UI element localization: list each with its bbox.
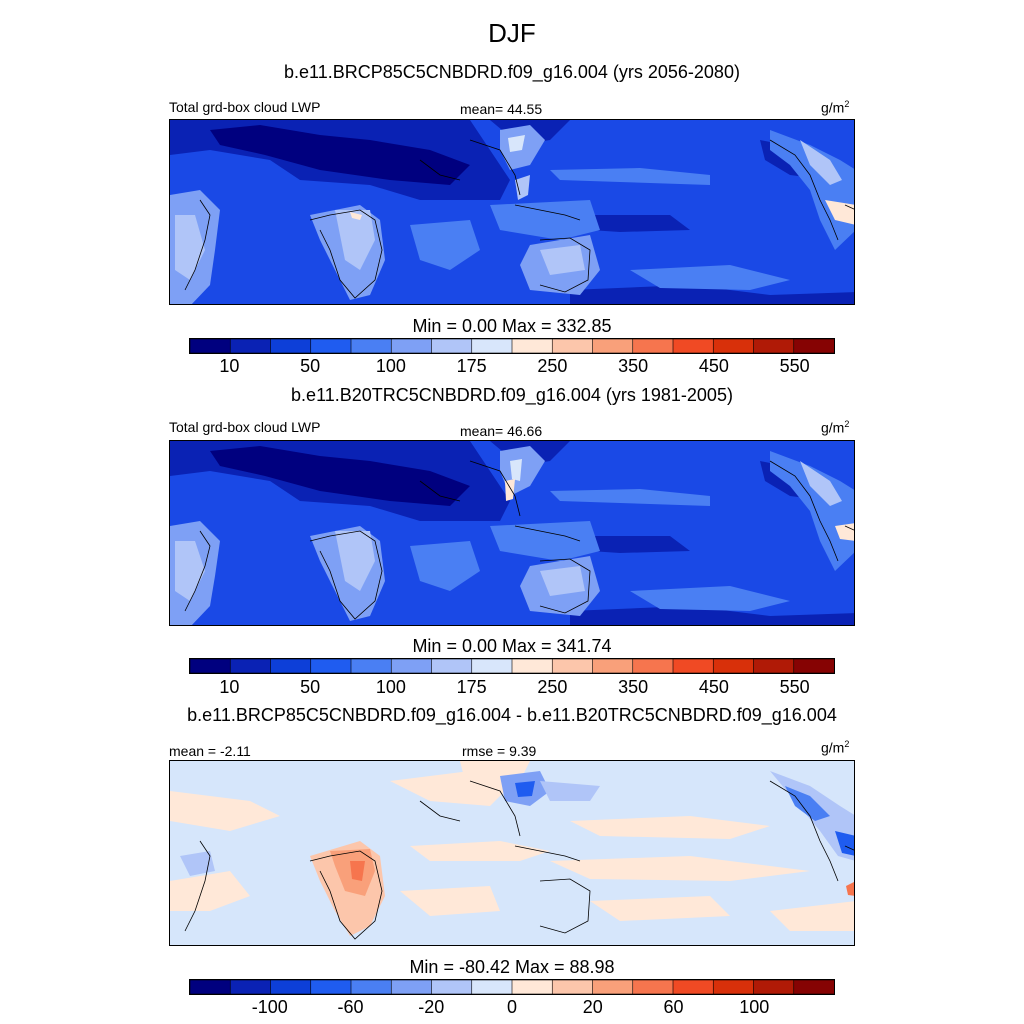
colorbar-swatch bbox=[310, 980, 352, 994]
panel-3-map-svg bbox=[170, 761, 854, 945]
colorbar-swatch bbox=[592, 659, 634, 673]
panel-1-map bbox=[169, 119, 855, 305]
colorbar-swatch bbox=[390, 339, 433, 353]
colorbar-tick-label: 450 bbox=[698, 677, 729, 697]
colorbar-swatch bbox=[350, 980, 393, 994]
colorbar-swatch bbox=[471, 980, 513, 994]
colorbar-tick-label: 50 bbox=[300, 356, 321, 376]
colorbar-tick-label: -100 bbox=[251, 997, 288, 1017]
panel-3-units: g/m2 bbox=[821, 739, 850, 756]
colorbar-tick-label: 0 bbox=[506, 997, 518, 1017]
colorbar-swatch bbox=[310, 339, 352, 353]
panel-2-map bbox=[169, 440, 855, 626]
colorbar-tick-label: -60 bbox=[337, 997, 364, 1017]
colorbar-swatch bbox=[551, 339, 594, 353]
panel-3-colorbar-svg bbox=[190, 980, 834, 994]
panel-2-units: g/m2 bbox=[821, 419, 850, 436]
panel-2-minmax: Min = 0.00 Max = 341.74 bbox=[412, 636, 612, 656]
colorbar-swatch bbox=[712, 980, 755, 994]
colorbar-swatch bbox=[511, 980, 554, 994]
colorbar-swatch bbox=[672, 980, 715, 994]
colorbar-swatch bbox=[270, 339, 312, 353]
panel-3-minmax: Min = -80.42 Max = 88.98 bbox=[409, 957, 615, 977]
colorbar-swatch bbox=[431, 980, 473, 994]
colorbar-swatch bbox=[190, 339, 232, 353]
colorbar-swatch bbox=[431, 339, 473, 353]
colorbar-tick-label: 350 bbox=[618, 677, 649, 697]
panel-1-mean-label: mean= 44.55 bbox=[460, 101, 543, 117]
colorbar-swatch bbox=[592, 980, 634, 994]
colorbar-swatch bbox=[712, 659, 755, 673]
colorbar-swatch bbox=[270, 659, 312, 673]
colorbar-swatch bbox=[390, 980, 433, 994]
colorbar-swatch bbox=[632, 659, 674, 673]
colorbar-swatch bbox=[632, 339, 674, 353]
colorbar-swatch bbox=[712, 339, 755, 353]
colorbar-tick-label: 100 bbox=[375, 356, 406, 376]
colorbar-swatch bbox=[310, 659, 352, 673]
panel-2-colorbar bbox=[189, 658, 835, 674]
panel-3-colorbar bbox=[189, 979, 835, 995]
colorbar-swatch bbox=[229, 980, 272, 994]
colorbar-tick-label: 250 bbox=[537, 677, 568, 697]
colorbar-swatch bbox=[632, 980, 674, 994]
panel-3-map bbox=[169, 760, 855, 946]
panel-3-mean-label: mean = -2.11 bbox=[169, 743, 251, 759]
panel-2-title: b.e11.B20TRC5CNBDRD.f09_g16.004 (yrs 198… bbox=[291, 385, 733, 405]
colorbar-swatch bbox=[793, 980, 834, 994]
colorbar-tick-label: 550 bbox=[779, 356, 810, 376]
colorbar-swatch bbox=[431, 659, 473, 673]
colorbar-tick-label: 60 bbox=[663, 997, 684, 1017]
colorbar-swatch bbox=[471, 659, 513, 673]
colorbar-swatch bbox=[350, 339, 393, 353]
colorbar-swatch bbox=[270, 980, 312, 994]
colorbar-swatch bbox=[672, 659, 715, 673]
panel-1-left-label: Total grd-box cloud LWP bbox=[169, 99, 321, 115]
colorbar-tick-label: 100 bbox=[375, 677, 406, 697]
colorbar-tick-label: 350 bbox=[618, 356, 649, 376]
colorbar-swatch bbox=[672, 339, 715, 353]
colorbar-swatch bbox=[350, 659, 393, 673]
panel-1-units: g/m2 bbox=[821, 99, 850, 116]
colorbar-swatch bbox=[753, 339, 795, 353]
colorbar-swatch bbox=[551, 659, 594, 673]
panel-1-colorbar-svg bbox=[190, 339, 834, 353]
panel-1-title: b.e11.BRCP85C5CNBDRD.f09_g16.004 (yrs 20… bbox=[284, 62, 740, 82]
colorbar-swatch bbox=[229, 339, 272, 353]
panel-3-title: b.e11.BRCP85C5CNBDRD.f09_g16.004 - b.e11… bbox=[187, 705, 837, 725]
colorbar-tick-label: 450 bbox=[698, 356, 729, 376]
panel-2-map-svg bbox=[170, 441, 854, 625]
colorbar-swatch bbox=[511, 659, 554, 673]
panel-3-rmse-label: rmse = 9.39 bbox=[462, 743, 537, 759]
panel-1-map-svg bbox=[170, 120, 854, 304]
colorbar-swatch bbox=[753, 980, 795, 994]
colorbar-swatch bbox=[190, 980, 232, 994]
colorbar-tick-label: -20 bbox=[418, 997, 445, 1017]
panel-1-colorbar bbox=[189, 338, 835, 354]
colorbar-swatch bbox=[511, 339, 554, 353]
colorbar-tick-label: 100 bbox=[739, 997, 770, 1017]
colorbar-swatch bbox=[551, 980, 594, 994]
colorbar-tick-label: 250 bbox=[537, 356, 568, 376]
colorbar-swatch bbox=[793, 339, 834, 353]
panel-2-mean-label: mean= 46.66 bbox=[460, 423, 543, 439]
colorbar-swatch bbox=[471, 339, 513, 353]
colorbar-tick-label: 10 bbox=[219, 677, 240, 697]
colorbar-tick-label: 20 bbox=[582, 997, 603, 1017]
colorbar-swatch bbox=[390, 659, 433, 673]
panel-1-minmax: Min = 0.00 Max = 332.85 bbox=[412, 316, 612, 336]
colorbar-tick-label: 175 bbox=[456, 356, 487, 376]
figure-title: DJF bbox=[488, 18, 536, 48]
colorbar-swatch bbox=[793, 659, 834, 673]
colorbar-swatch bbox=[592, 339, 634, 353]
colorbar-swatch bbox=[190, 659, 232, 673]
colorbar-swatch bbox=[229, 659, 272, 673]
colorbar-tick-label: 175 bbox=[456, 677, 487, 697]
colorbar-tick-label: 50 bbox=[300, 677, 321, 697]
colorbar-tick-label: 10 bbox=[219, 356, 240, 376]
colorbar-swatch bbox=[753, 659, 795, 673]
colorbar-tick-label: 550 bbox=[779, 677, 810, 697]
panel-2-colorbar-svg bbox=[190, 659, 834, 673]
panel-2-left-label: Total grd-box cloud LWP bbox=[169, 419, 321, 435]
